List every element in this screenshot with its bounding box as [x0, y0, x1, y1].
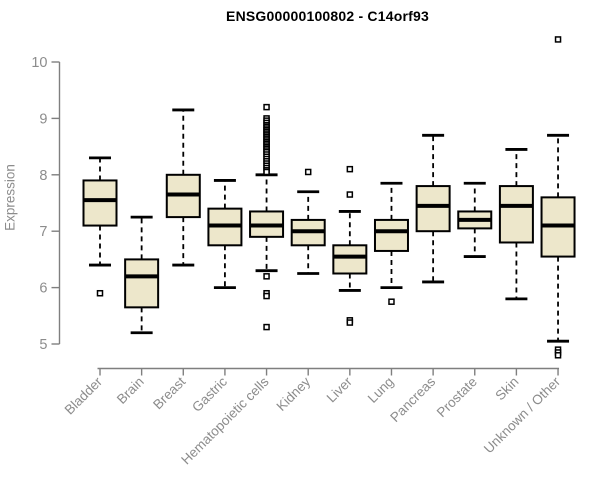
outlier-point — [304, 168, 312, 176]
x-tick-label: Bladder — [62, 374, 106, 418]
outlier-point — [263, 292, 270, 300]
box-bladder — [82, 179, 118, 227]
outlier-point — [263, 323, 270, 331]
outlier-point — [263, 168, 270, 176]
outlier-point — [554, 36, 562, 43]
x-tick-label: Lung — [365, 374, 397, 406]
box-lung — [373, 218, 409, 252]
y-tick-label: 7 — [39, 224, 47, 240]
outlier-point — [346, 319, 354, 326]
x-tick-label: Pancreas — [387, 374, 438, 425]
box-skin — [498, 185, 534, 244]
chart-title: ENSG00000100802 - C14orf93 — [226, 8, 429, 24]
outlier-point — [346, 165, 354, 173]
box-pancreas — [415, 185, 451, 233]
y-tick-label: 9 — [39, 111, 47, 127]
outlier-point — [263, 273, 270, 280]
box-brain — [124, 258, 160, 309]
outlier-point — [554, 352, 562, 359]
x-tick-label: Kidney — [274, 374, 314, 414]
x-tick-label: Skin — [492, 374, 521, 403]
x-tick-label: Brain — [114, 374, 147, 407]
y-tick-label: 6 — [39, 281, 47, 297]
y-tick-label: 10 — [31, 55, 47, 71]
x-tick-label: Unknown / Other — [481, 374, 564, 457]
outlier-point — [388, 298, 395, 305]
x-tick-label: Breast — [150, 374, 188, 412]
x-tick-label: Liver — [324, 374, 356, 406]
x-tick-label: Gastric — [189, 374, 230, 415]
outlier-point — [263, 103, 270, 111]
outlier-point — [96, 289, 104, 297]
box-liver — [332, 244, 368, 275]
y-tick-label: 8 — [39, 168, 47, 184]
outlier-point — [346, 191, 354, 198]
x-tick-label: Prostate — [434, 374, 480, 420]
y-tick-label: 5 — [39, 337, 47, 353]
